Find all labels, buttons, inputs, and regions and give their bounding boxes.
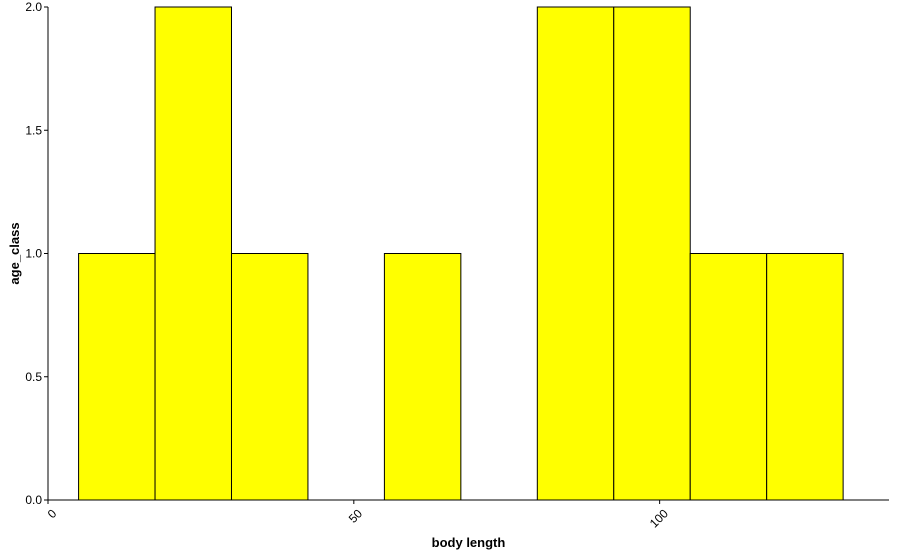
y-tick-label: 0.5 [25, 370, 42, 384]
histogram-bar [613, 6, 691, 501]
y-axis-title: age_class [7, 222, 22, 284]
x-tick-label: 50 [346, 506, 366, 526]
x-tick-label: 0 [45, 506, 60, 521]
x-axis-ticks: 0 50 100 [45, 500, 671, 531]
bars-layer [78, 6, 844, 501]
histogram-bar [230, 253, 309, 501]
histogram-bar [383, 253, 462, 501]
histogram-bar [766, 253, 844, 501]
y-tick-label: 2.0 [25, 0, 42, 14]
y-axis-ticks: 0.0 0.5 1.0 1.5 2.0 [25, 0, 48, 507]
y-tick-label: 1.5 [25, 123, 42, 137]
histogram-bar [536, 6, 615, 501]
histogram-bar [689, 253, 768, 501]
x-tick-label: 100 [647, 506, 671, 530]
x-axis-title: body length [432, 535, 506, 550]
y-tick-label: 1.0 [25, 247, 42, 261]
histogram-bar [78, 253, 156, 501]
histogram-bar [154, 6, 232, 501]
y-tick-label: 0.0 [25, 493, 42, 507]
